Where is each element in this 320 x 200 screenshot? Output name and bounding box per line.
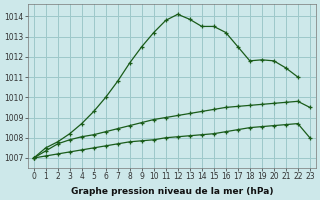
- X-axis label: Graphe pression niveau de la mer (hPa): Graphe pression niveau de la mer (hPa): [70, 187, 273, 196]
